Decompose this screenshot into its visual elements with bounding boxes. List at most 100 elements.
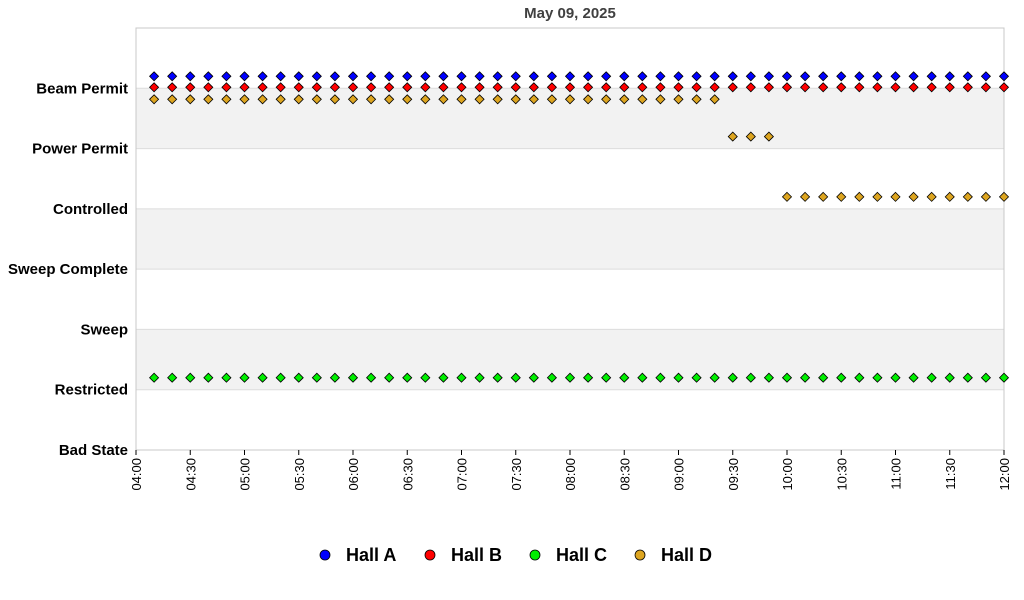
legend-item: Hall A <box>319 545 396 565</box>
legend-marker <box>529 549 541 561</box>
x-tick-label: 08:30 <box>617 458 632 491</box>
data-point-hall-a <box>745 71 756 82</box>
data-point-hall-a <box>944 71 955 82</box>
legend-label: Hall B <box>451 545 502 565</box>
data-point-hall-b <box>149 82 160 93</box>
data-point-hall-d <box>944 191 955 202</box>
data-point-hall-c <box>655 372 666 383</box>
data-point-hall-b <box>203 82 214 93</box>
data-point-hall-d <box>221 94 232 105</box>
data-point-hall-b <box>980 82 991 93</box>
data-point-hall-c <box>601 372 612 383</box>
data-point-hall-d <box>709 94 720 105</box>
legend: Hall A Hall B Hall C Hall D <box>319 545 712 565</box>
data-point-hall-c <box>384 372 395 383</box>
data-point-hall-c <box>854 372 865 383</box>
chart-title: May 09, 2025 <box>524 5 616 22</box>
data-point-hall-a <box>800 71 811 82</box>
x-tick-label: 08:00 <box>563 458 578 491</box>
data-point-hall-a <box>673 71 684 82</box>
data-point-hall-b <box>727 82 738 93</box>
data-point-hall-b <box>872 82 883 93</box>
data-point-hall-c <box>800 372 811 383</box>
data-point-hall-a <box>257 71 268 82</box>
data-point-hall-a <box>329 71 340 82</box>
data-point-hall-b <box>384 82 395 93</box>
data-point-hall-c <box>763 372 774 383</box>
data-point-hall-a <box>781 71 793 82</box>
y-tick-label: Power Permit <box>32 141 128 158</box>
data-point-hall-b <box>673 82 684 93</box>
data-point-hall-d <box>619 94 630 105</box>
data-point-hall-a <box>583 71 594 82</box>
data-point-hall-c <box>998 372 1010 383</box>
data-point-hall-d <box>185 94 196 105</box>
data-point-hall-b <box>510 82 521 93</box>
data-point-hall-a <box>727 71 738 82</box>
y-tick-label: Sweep Complete <box>8 261 128 278</box>
data-point-hall-d <box>438 94 449 105</box>
data-point-hall-a <box>239 71 250 82</box>
data-point-hall-d <box>167 94 178 105</box>
data-point-hall-c <box>203 372 214 383</box>
data-point-hall-c <box>836 372 847 383</box>
data-point-hall-d <box>727 131 738 142</box>
row-band <box>136 148 1004 209</box>
data-point-hall-b <box>908 82 919 93</box>
data-point-hall-c <box>239 372 250 383</box>
data-point-hall-c <box>962 372 973 383</box>
data-point-hall-c <box>311 372 322 383</box>
data-point-hall-d <box>854 191 865 202</box>
data-point-hall-b <box>456 82 467 93</box>
data-point-hall-d <box>800 191 811 202</box>
data-point-hall-d <box>818 191 829 202</box>
data-point-hall-a <box>691 71 702 82</box>
data-point-hall-a <box>655 71 666 82</box>
data-point-hall-a <box>384 71 395 82</box>
legend-marker <box>319 549 331 561</box>
data-point-hall-b <box>347 82 359 93</box>
data-point-hall-c <box>347 372 359 383</box>
data-point-hall-a <box>619 71 630 82</box>
x-tick-label: 06:30 <box>400 458 415 491</box>
data-point-hall-b <box>818 82 829 93</box>
data-point-hall-b <box>329 82 340 93</box>
data-point-hall-a <box>763 71 774 82</box>
data-point-hall-d <box>980 191 991 202</box>
data-point-hall-d <box>998 191 1010 202</box>
x-tick-label: 07:00 <box>455 458 470 491</box>
data-point-hall-a <box>167 71 178 82</box>
data-point-hall-c <box>745 372 756 383</box>
x-tick-label: 11:00 <box>889 458 904 490</box>
legend-item: Hall B <box>424 545 502 565</box>
data-point-hall-d <box>745 131 756 142</box>
data-point-hall-d <box>564 94 576 105</box>
row-band <box>136 389 1004 450</box>
x-tick-label: 05:00 <box>238 458 253 491</box>
data-point-hall-a <box>275 71 286 82</box>
data-point-hall-a <box>420 71 431 82</box>
data-point-hall-a <box>980 71 991 82</box>
data-point-hall-a <box>149 71 160 82</box>
legend-marker <box>424 549 436 561</box>
data-point-hall-c <box>781 372 793 383</box>
data-point-hall-b <box>854 82 865 93</box>
data-point-hall-b <box>528 82 539 93</box>
data-point-hall-a <box>962 71 973 82</box>
data-point-hall-c <box>546 372 557 383</box>
data-point-hall-c <box>510 372 521 383</box>
data-point-hall-a <box>366 71 377 82</box>
data-point-hall-a <box>601 71 612 82</box>
data-point-hall-c <box>944 372 955 383</box>
data-point-hall-b <box>691 82 702 93</box>
data-point-hall-c <box>275 372 286 383</box>
data-point-hall-b <box>619 82 630 93</box>
data-point-hall-c <box>583 372 594 383</box>
data-point-hall-c <box>528 372 539 383</box>
data-point-hall-a <box>203 71 214 82</box>
x-tick-label: 09:00 <box>672 458 687 491</box>
data-point-hall-b <box>546 82 557 93</box>
data-point-hall-d <box>347 94 359 105</box>
